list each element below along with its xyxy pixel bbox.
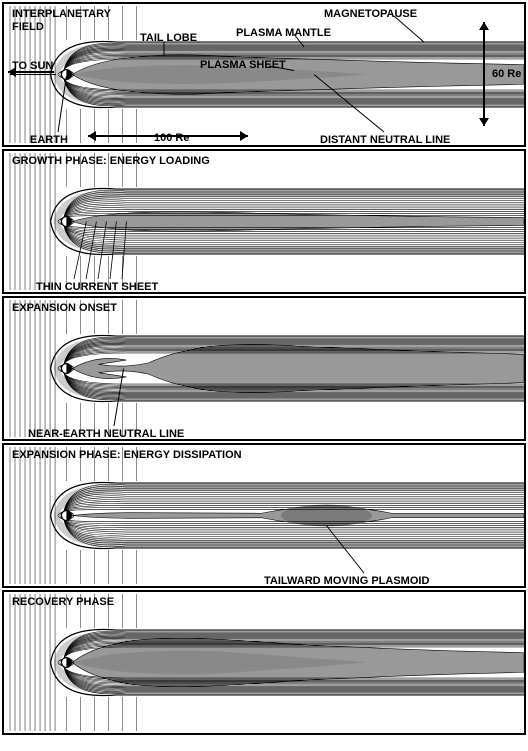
field-line-diagram [4,298,524,439]
magnetosphere-panel: EXPANSION ONSETNEAR-EARTH NEUTRAL LINE [2,296,526,441]
panel-title: EXPANSION ONSET [12,302,117,314]
magnetosphere-panel: RECOVERY PHASE [2,590,526,735]
field-line-diagram [4,4,524,145]
field-line-diagram [4,445,524,586]
magnetosphere-panel: GROWTH PHASE: ENERGY LOADINGTHIN CURRENT… [2,149,526,294]
magnetosphere-panel: EXPANSION PHASE: ENERGY DISSIPATIONTAILW… [2,443,526,588]
scale-arrow [88,135,248,137]
field-line-diagram [4,151,524,292]
panel-title: EXPANSION PHASE: ENERGY DISSIPATION [12,449,242,461]
panel-title: GROWTH PHASE: ENERGY LOADING [12,155,210,167]
panel-title: RECOVERY PHASE [12,596,114,608]
field-line-diagram [4,592,524,733]
scale-arrow [483,22,485,126]
magnetosphere-panel: INTERPLANETARYFIELDMAGNETOPAUSETAIL LOBE… [2,2,526,147]
